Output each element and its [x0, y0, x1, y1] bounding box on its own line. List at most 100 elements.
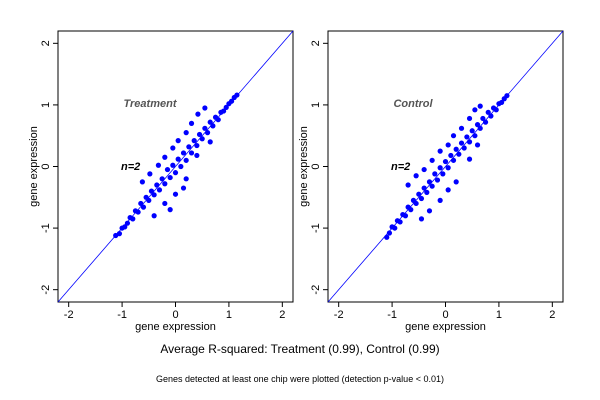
y-axis-label: gene expression — [28, 126, 40, 207]
data-point — [461, 145, 467, 151]
data-point — [159, 176, 165, 182]
data-point — [188, 120, 195, 126]
detection-note-caption: Genes detected at least one chip were pl… — [156, 374, 444, 384]
reference-line-layer — [327, 30, 564, 303]
data-point — [164, 166, 171, 173]
data-point — [162, 200, 168, 207]
data-point — [442, 158, 449, 165]
data-point — [488, 113, 494, 119]
data-point — [477, 103, 483, 109]
data-point — [504, 93, 510, 99]
data-point — [167, 207, 173, 213]
data-point — [207, 119, 213, 125]
data-point — [445, 165, 451, 171]
y-tick-label: 1 — [40, 102, 52, 108]
reference-line-layer — [57, 30, 294, 303]
y-ticks: -2 -1 0 1 2 — [310, 40, 328, 295]
data-point — [124, 220, 131, 226]
reference-line — [57, 30, 294, 303]
data-point — [453, 179, 459, 185]
data-point — [234, 92, 240, 98]
data-point — [437, 165, 443, 171]
data-point — [183, 176, 189, 182]
y-tick-label: 0 — [310, 163, 322, 169]
reference-line — [327, 30, 564, 303]
data-point — [466, 139, 473, 145]
data-point — [485, 109, 491, 115]
data-point — [429, 157, 435, 163]
data-point — [196, 131, 203, 138]
x-tick-label: 0 — [442, 309, 448, 321]
y-tick-label: -1 — [310, 223, 322, 233]
data-point — [147, 171, 153, 177]
data-point — [228, 98, 235, 104]
data-point — [466, 156, 473, 162]
data-point — [493, 107, 499, 113]
data-point — [405, 182, 411, 188]
points-layer — [113, 92, 240, 239]
data-point — [421, 166, 427, 173]
data-point — [408, 207, 414, 213]
data-point — [195, 111, 201, 117]
data-point — [199, 136, 205, 142]
panel-control: -2 -1 0 1 2 -2 -1 0 1 2 Control n=2 gene express… — [298, 30, 564, 333]
data-point — [140, 204, 147, 210]
data-point — [474, 142, 481, 148]
data-point — [156, 187, 163, 193]
data-point — [194, 152, 200, 159]
y-tick-label: -2 — [310, 285, 322, 295]
points-layer — [384, 93, 510, 240]
data-point — [186, 144, 192, 150]
data-point — [202, 105, 208, 111]
x-axis-label: gene expression — [135, 321, 216, 333]
data-point — [429, 183, 435, 189]
panel-title: Treatment — [124, 98, 178, 110]
data-point — [453, 146, 459, 152]
data-point — [477, 125, 483, 131]
data-point — [154, 182, 160, 188]
data-point — [418, 195, 425, 202]
data-point — [416, 191, 422, 197]
data-point — [456, 151, 462, 157]
data-point — [466, 115, 473, 122]
data-point — [464, 134, 470, 140]
data-point — [207, 139, 213, 145]
data-point — [180, 150, 187, 156]
data-point — [204, 130, 211, 136]
data-point — [458, 125, 465, 131]
data-point — [402, 213, 409, 219]
data-point — [183, 157, 189, 163]
data-point — [421, 185, 427, 191]
data-point — [170, 162, 176, 168]
data-point — [397, 219, 403, 225]
data-point — [426, 179, 433, 185]
y-tick-label: -1 — [40, 223, 52, 233]
data-point — [167, 174, 173, 181]
data-point — [434, 177, 441, 183]
sample-count-label: n=2 — [121, 161, 140, 173]
data-point — [194, 142, 200, 149]
x-tick-label: 1 — [226, 309, 232, 321]
x-ticks: -2 -1 0 1 2 — [334, 302, 555, 321]
data-point — [458, 140, 465, 146]
y-tick-label: 1 — [310, 102, 322, 108]
y-tick-label: -2 — [40, 285, 52, 295]
data-point — [175, 156, 181, 162]
data-point — [135, 209, 141, 215]
data-point — [202, 125, 208, 131]
data-point — [472, 133, 478, 139]
r-squared-caption: Average R-squared: Treatment (0.99), Con… — [160, 342, 440, 356]
y-tick-label: 0 — [40, 163, 52, 169]
data-point — [482, 119, 489, 125]
x-ticks: -2 -1 0 1 2 — [64, 302, 285, 321]
data-point — [162, 181, 168, 187]
data-point — [172, 191, 179, 197]
y-axis-label: gene expression — [298, 126, 310, 207]
data-point — [139, 179, 145, 185]
data-point — [170, 145, 176, 151]
data-point — [498, 99, 505, 106]
data-point — [432, 171, 438, 177]
data-point — [426, 208, 433, 214]
data-point — [424, 189, 430, 195]
x-tick-label: 2 — [279, 309, 285, 321]
